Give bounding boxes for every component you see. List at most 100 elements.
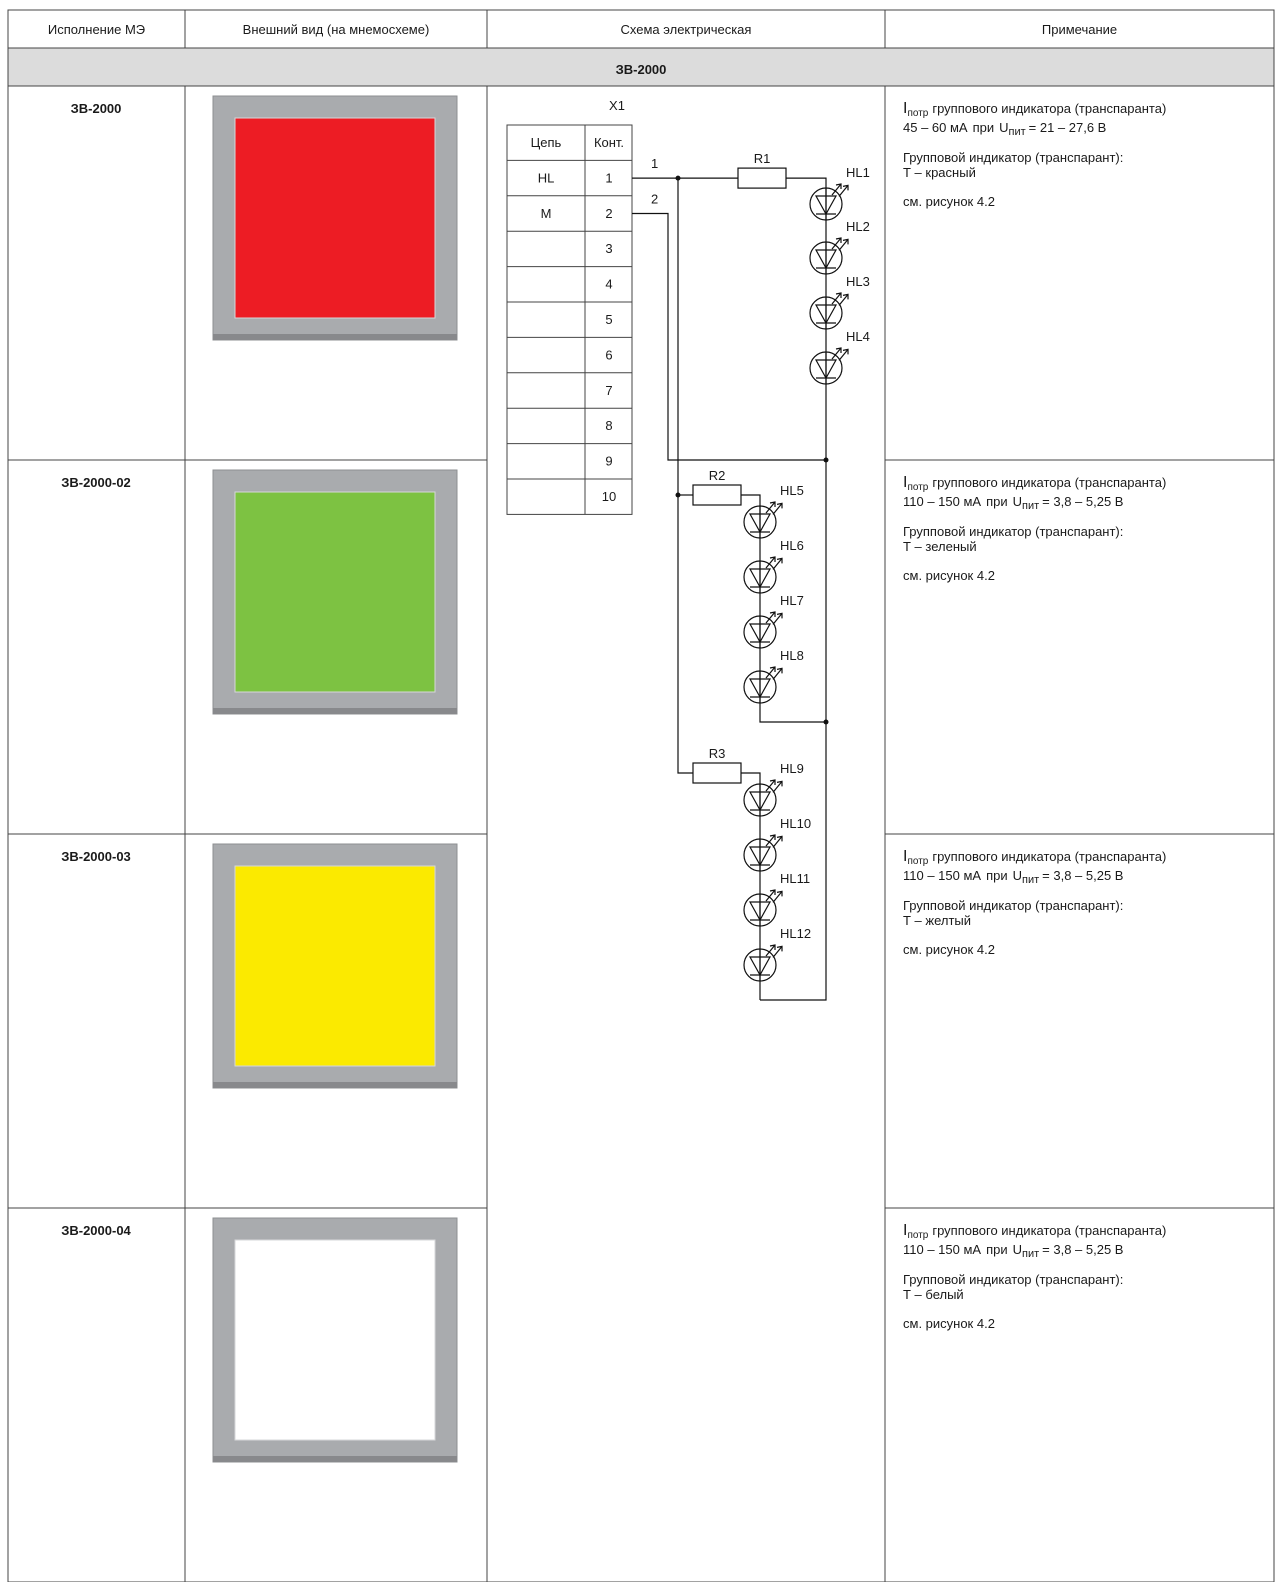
text: группового индикатора (транспаранта) xyxy=(932,1223,1166,1238)
subscript: пит xyxy=(1022,500,1039,512)
led-arrow-head xyxy=(769,889,776,895)
indicator-face xyxy=(234,865,436,1067)
contact: 5 xyxy=(605,312,612,327)
note-indicator: Групповой индикатор (транспарант): xyxy=(903,524,1123,539)
connector-table xyxy=(506,124,633,515)
led-arrow xyxy=(772,891,783,903)
led-arrow xyxy=(772,558,783,570)
junction xyxy=(675,175,681,181)
text: при xyxy=(986,494,1008,509)
contact: 2 xyxy=(605,206,612,221)
resistor-label: R3 xyxy=(709,746,726,761)
range: 110 – 150 мА xyxy=(903,1242,981,1257)
note-indicator: Групповой индикатор (транспарант): xyxy=(903,898,1123,913)
led-arrow-head xyxy=(769,556,776,562)
led-arrow xyxy=(831,237,842,250)
led-arrow xyxy=(772,781,783,793)
led-arrow-head xyxy=(835,347,842,353)
led-arrow xyxy=(765,889,776,902)
symbol: U xyxy=(1013,494,1022,509)
note-current: Iпотр группового индикатора (транспаранта… xyxy=(903,1222,1166,1241)
symbol: I xyxy=(903,474,907,491)
connector-header: Конт. xyxy=(594,135,624,150)
wire xyxy=(632,212,826,461)
note-reference: см. рисунок 4.2 xyxy=(903,194,995,209)
led-arrow-head xyxy=(835,292,842,298)
led-arrow-head xyxy=(769,611,776,617)
indicator-face xyxy=(234,491,436,693)
symbol: I xyxy=(903,100,907,117)
model: ЗВ-2000 xyxy=(71,101,122,116)
led-arrow xyxy=(772,613,783,625)
range: = 3,8 – 5,25 В xyxy=(1042,494,1123,509)
led-arrow-head xyxy=(776,890,783,897)
subscript: пит xyxy=(1022,874,1039,886)
contact: 9 xyxy=(605,454,612,469)
note-indicator: Групповой индикатор (транспарант): xyxy=(903,150,1123,165)
led-arrow-head xyxy=(842,293,849,300)
led-arrow xyxy=(765,611,776,624)
led-arrow xyxy=(765,944,776,957)
led-label: HL10 xyxy=(780,816,811,831)
contact: 7 xyxy=(605,383,612,398)
resistor xyxy=(692,484,742,506)
led-arrow xyxy=(765,666,776,679)
connector-header: Цепь xyxy=(531,135,562,150)
led-label: HL2 xyxy=(846,219,870,234)
led-arrow xyxy=(772,668,783,680)
led-arrow-head xyxy=(776,557,783,564)
led-arrow-head xyxy=(769,779,776,785)
resistor-label: R2 xyxy=(709,468,726,483)
range: = 21 – 27,6 В xyxy=(1029,120,1107,135)
led-arrow-head xyxy=(776,667,783,674)
range: = 3,8 – 5,25 В xyxy=(1042,868,1123,883)
led-label: HL1 xyxy=(846,165,870,180)
led-arrow-head xyxy=(842,348,849,355)
wire-label: 2 xyxy=(651,192,658,207)
symbol: U xyxy=(999,120,1008,135)
led-label: HL4 xyxy=(846,329,870,344)
text: группового индикатора (транспаранта) xyxy=(932,849,1166,864)
symbol: U xyxy=(1013,868,1022,883)
led-arrow-head xyxy=(835,237,842,243)
column-header: Внешний вид (на мнемосхеме) xyxy=(243,22,430,37)
led-arrow-head xyxy=(776,780,783,787)
led-arrow-head xyxy=(769,666,776,672)
symbol: I xyxy=(903,848,907,865)
note-reference: см. рисунок 4.2 xyxy=(903,568,995,583)
led-arrow-head xyxy=(842,238,849,245)
subscript: потр xyxy=(907,108,928,119)
model: ЗВ-2000-02 xyxy=(61,475,131,490)
text: при xyxy=(986,1242,1008,1257)
subscript: потр xyxy=(907,1230,928,1241)
note-color: Т – красный xyxy=(903,165,976,180)
circuit: HL xyxy=(538,170,555,185)
contact: 8 xyxy=(605,418,612,433)
note-values: 110 – 150 мА при Uпит = 3,8 – 5,25 В xyxy=(903,1242,1123,1260)
note-current: Iпотр группового индикатора (транспаранта… xyxy=(903,848,1166,867)
led-label: HL11 xyxy=(780,871,810,886)
subscript: потр xyxy=(907,856,928,867)
section-row-bg xyxy=(8,48,1274,86)
led-arrow xyxy=(765,501,776,514)
wire-label: 1 xyxy=(651,156,658,171)
wire xyxy=(760,177,827,1001)
led-label: HL7 xyxy=(780,593,804,608)
indicator-face xyxy=(234,1239,436,1441)
subscript: пит xyxy=(1022,1248,1039,1260)
led-label: HL3 xyxy=(846,274,870,289)
led-label: HL9 xyxy=(780,761,804,776)
led-arrow xyxy=(831,183,842,196)
model: ЗВ-2000-03 xyxy=(61,849,131,864)
note-color: Т – желтый xyxy=(903,913,971,928)
range: 110 – 150 мА xyxy=(903,868,981,883)
led-arrow-head xyxy=(776,945,783,952)
subscript: пит xyxy=(1009,126,1026,138)
note-values: 110 – 150 мА при Uпит = 3,8 – 5,25 В xyxy=(903,494,1123,512)
led-arrow xyxy=(831,292,842,305)
contact: 3 xyxy=(605,241,612,256)
range: 110 – 150 мА xyxy=(903,494,981,509)
led-arrow xyxy=(772,503,783,515)
junction xyxy=(675,492,681,498)
table-border xyxy=(7,9,1275,1582)
